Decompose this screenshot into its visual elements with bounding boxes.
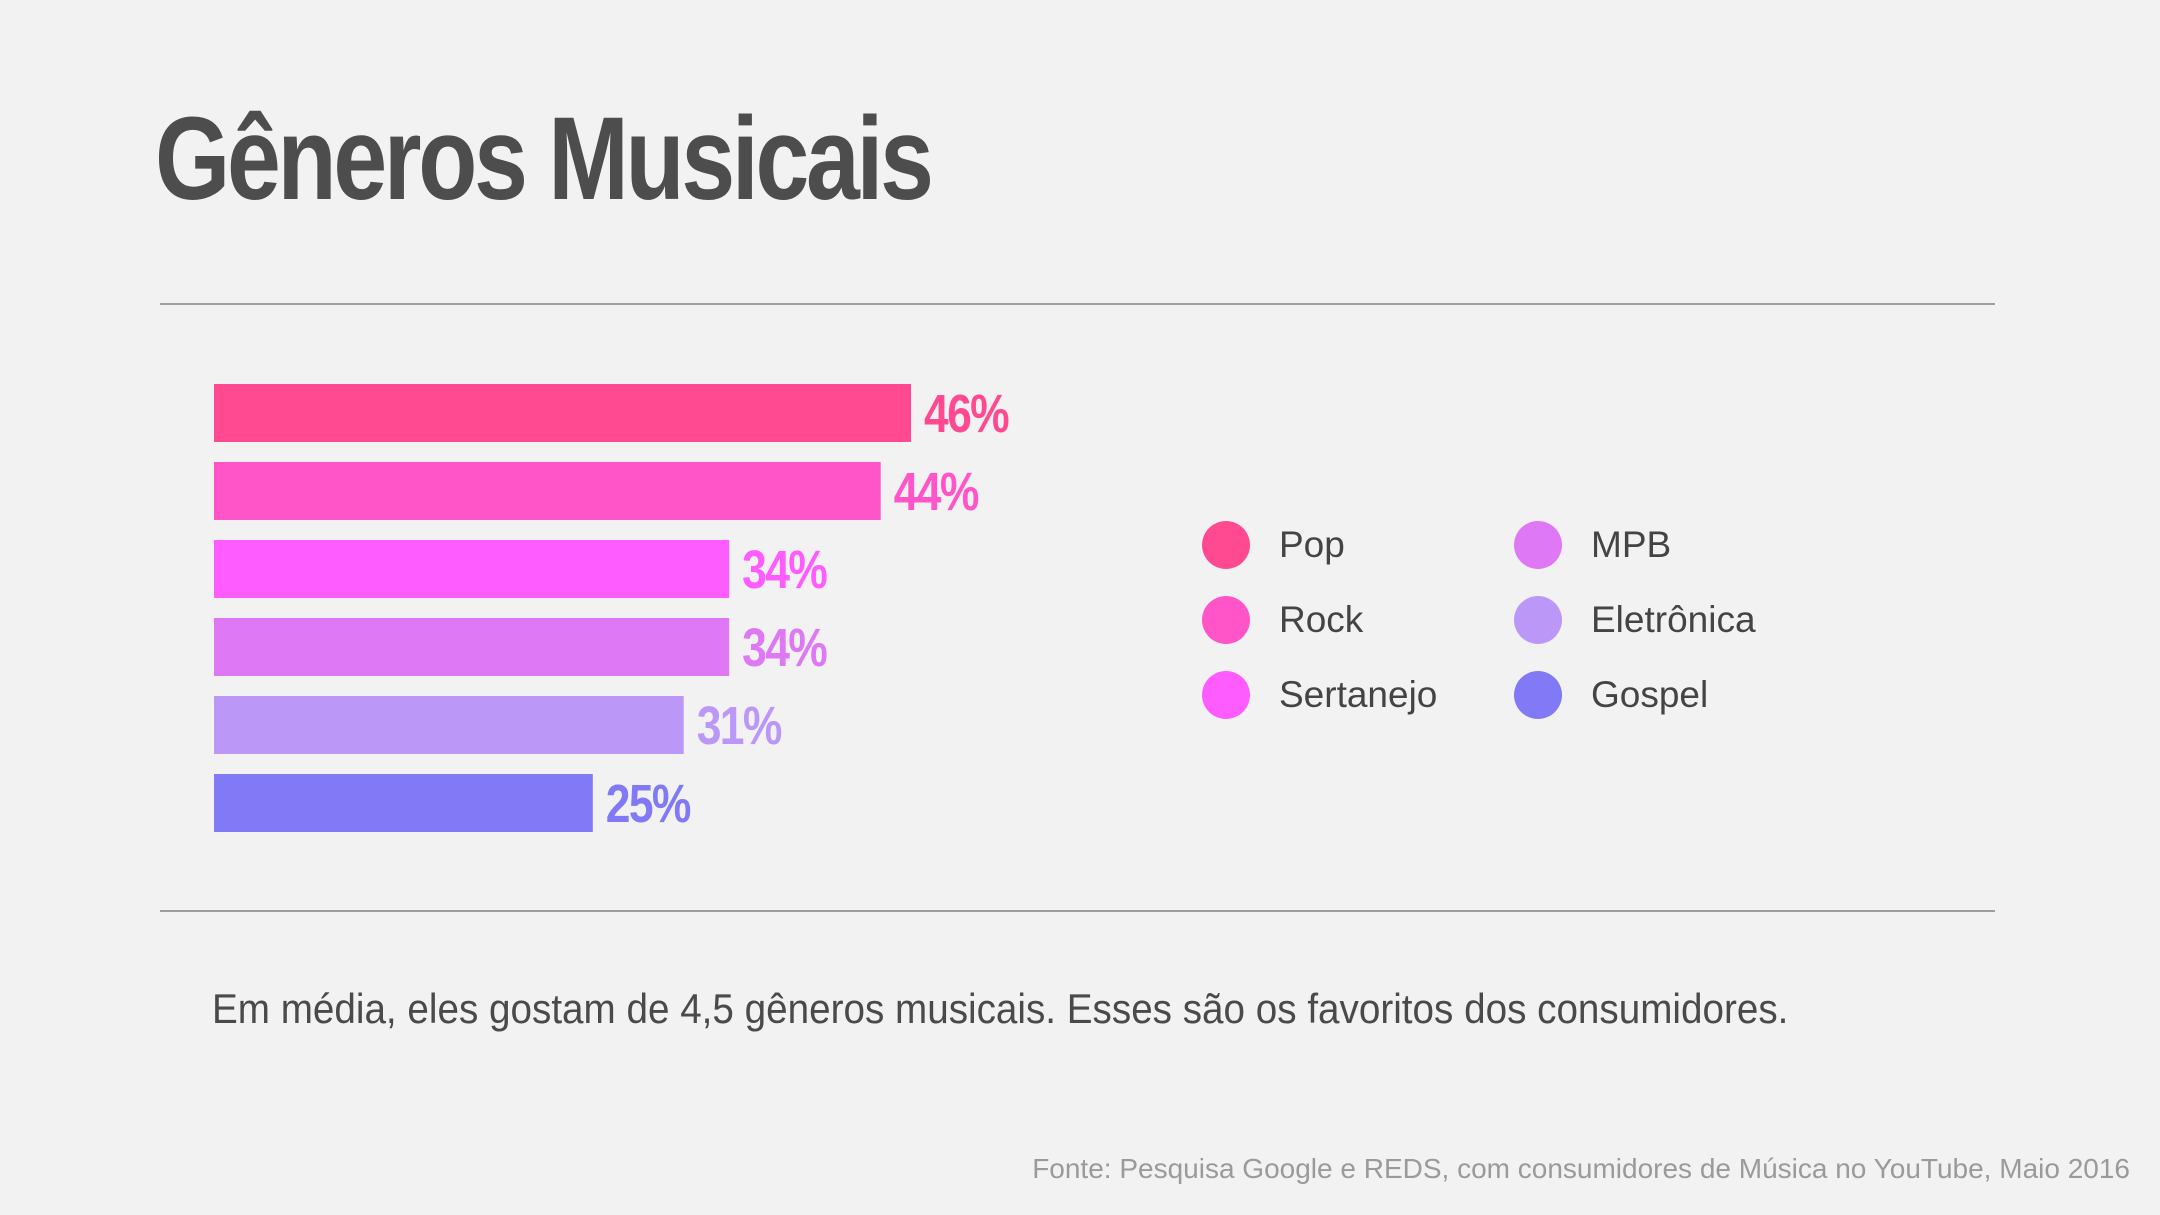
legend-item-rock: Rock bbox=[1202, 595, 1514, 645]
legend-label: Pop bbox=[1279, 524, 1345, 565]
bar-label-gospel: 25% bbox=[606, 774, 691, 834]
legend-swatch bbox=[1514, 521, 1562, 569]
legend-item-pop: Pop bbox=[1202, 520, 1514, 570]
legend-label: Sertanejo bbox=[1279, 674, 1438, 715]
bar-pop bbox=[214, 384, 911, 442]
bar-rock bbox=[214, 462, 881, 520]
legend-label: Rock bbox=[1279, 599, 1364, 640]
legend-item-mpb: MPB bbox=[1514, 520, 1814, 570]
bar-sertanejo bbox=[214, 540, 730, 598]
legend-swatch bbox=[1514, 671, 1562, 719]
legend-item-gospel: Gospel bbox=[1514, 670, 1814, 720]
legend-item-sertanejo: Sertanejo bbox=[1202, 670, 1514, 720]
page-title: Gêneros Musicais bbox=[155, 93, 934, 225]
bar-eletr-nica bbox=[214, 696, 684, 754]
legend-label: Gospel bbox=[1591, 674, 1709, 715]
legend-swatch bbox=[1202, 521, 1250, 569]
legend-item-eletronica: Eletrônica bbox=[1514, 595, 1814, 645]
bar-gospel bbox=[214, 774, 593, 832]
legend-swatch bbox=[1202, 671, 1250, 719]
legend-swatch bbox=[1202, 596, 1250, 644]
chart-legend: Pop MPB Rock Eletrônica Sertanejo Gospel bbox=[1202, 520, 1814, 720]
legend-label: MPB bbox=[1591, 524, 1672, 565]
legend-swatch bbox=[1514, 596, 1562, 644]
bar-label-pop: 46% bbox=[924, 384, 1009, 444]
legend-label: Eletrônica bbox=[1591, 599, 1756, 640]
bar-mpb bbox=[214, 618, 730, 676]
bar-label-rock: 44% bbox=[894, 462, 979, 522]
chart-subtitle: Em média, eles gostam de 4,5 gêneros mus… bbox=[212, 985, 1789, 1032]
source-note: Fonte: Pesquisa Google e REDS, com consu… bbox=[1032, 1153, 2130, 1184]
bar-label-eletr-nica: 31% bbox=[697, 696, 782, 756]
top-divider bbox=[160, 303, 1995, 305]
bar-label-mpb: 34% bbox=[742, 618, 827, 678]
bar-label-sertanejo: 34% bbox=[742, 540, 827, 600]
bottom-divider bbox=[160, 910, 1995, 912]
